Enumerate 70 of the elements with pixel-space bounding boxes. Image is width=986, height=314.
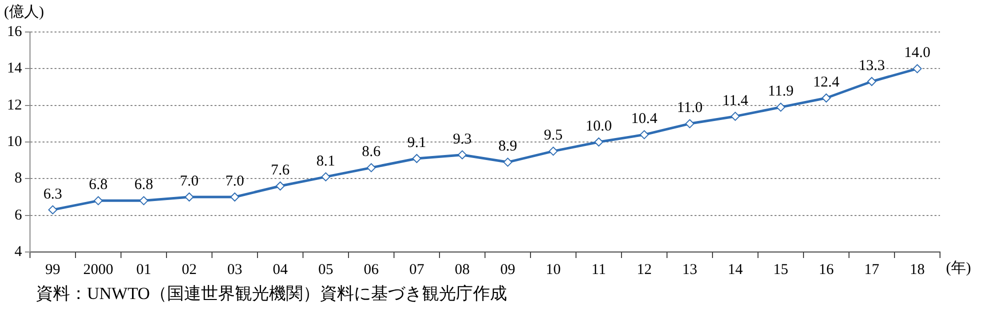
point [776,102,786,112]
y-axis-title: (億人) [4,3,44,20]
x-tick-label: 2000 [83,262,114,278]
text: 資料：UNWTO（国連世界観光機関）資料に基づき観光庁作成 [36,283,507,305]
data-label: 6.8 [88,177,108,194]
data-label: 9.5 [544,128,563,144]
point [685,119,694,128]
data-label: 11.0 [676,100,703,116]
point [276,182,285,190]
data-label: 14.0 [904,45,930,62]
data-label: 8.6 [362,144,382,160]
x-tick-label: 05 [318,262,334,278]
y-tick-label: 14 [7,60,22,77]
x-tick-label: 10 [546,262,561,278]
data-label: 9.3 [452,131,472,148]
x-tick-label: 14 [728,262,744,278]
x-tick-label: 16 [818,262,834,278]
point [822,94,831,102]
y-tick-label: 6 [14,207,22,224]
data-label: 6.3 [43,186,62,202]
point [640,130,649,140]
data-label: 6.8 [134,177,154,194]
y-tick-label: 8 [14,170,22,187]
point [458,150,467,160]
point [230,192,240,202]
data-label: 13.3 [858,58,885,74]
data-label: 7.0 [225,173,244,190]
y-tick-label: 12 [7,97,22,114]
x-tick-label: 02 [182,262,197,278]
data-label: 8.9 [498,138,518,155]
data-label: 7.0 [180,173,199,190]
data-label: 11.9 [768,84,794,100]
x-tick-label: 99 [45,262,60,278]
point [548,146,558,156]
x-tick-label: 12 [636,262,652,278]
x-tick-label: 01 [136,262,152,278]
data-label: 8.1 [316,153,336,170]
y-tick-label: 4 [14,244,22,260]
point [867,77,876,86]
x-tick-label: 17 [864,262,880,278]
x-tick-label: 06 [364,262,380,278]
point [321,172,330,182]
x-axis-title: (年) [946,259,971,276]
x-tick-label: 13 [682,262,698,278]
y-tick-label: 10 [7,134,22,150]
point [94,196,103,206]
x-tick-label: 15 [773,262,788,278]
x-tick-label: 09 [500,262,516,278]
point [730,112,740,121]
point [139,196,148,206]
data-label: 12.4 [813,74,840,90]
point [912,64,922,74]
data-label: 10.0 [586,118,612,134]
y-tick-label: 16 [7,24,22,40]
x-tick-label: 11 [592,262,606,278]
data-label: 7.6 [270,162,290,178]
point [48,205,58,214]
data-label: 11.4 [722,92,749,109]
point [412,154,422,163]
point [594,138,604,146]
data-label: 10.4 [631,111,658,128]
data-label: 9.1 [407,134,426,151]
x-tick-label: 08 [454,262,470,278]
x-tick-label: 18 [910,262,925,278]
point [366,163,376,172]
x-tick-label: 03 [227,262,242,278]
point [503,158,512,167]
x-tick-label: 07 [409,262,425,278]
point [184,192,194,202]
x-tick-label: 04 [272,262,288,278]
